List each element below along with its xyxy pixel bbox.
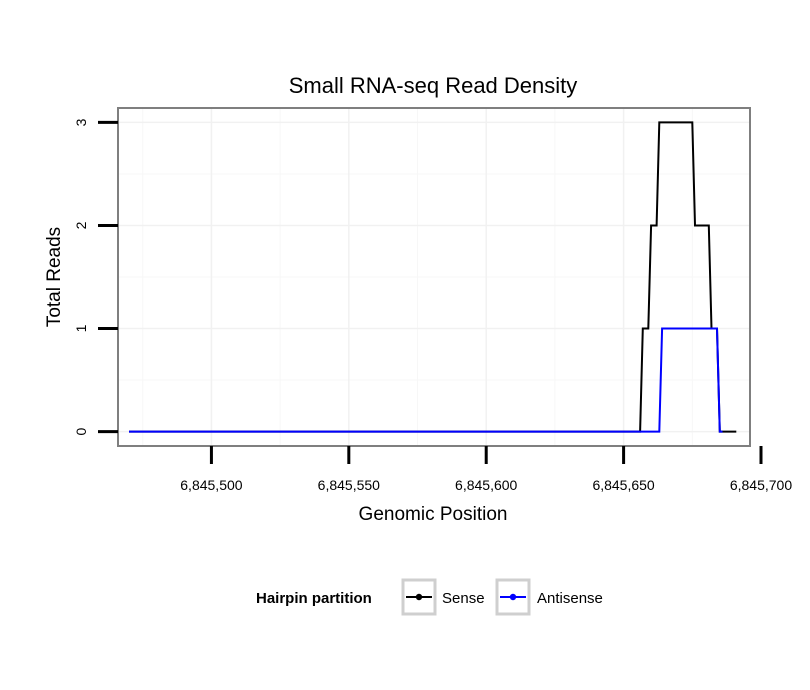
x-tick-label: 6,845,500 [180, 477, 242, 493]
plot-panel-border [117, 107, 751, 447]
y-axis-title: Total Reads [44, 227, 65, 327]
x-tick-label: 6,845,650 [592, 477, 654, 493]
y-axis: 0 1 2 3 [73, 118, 118, 435]
x-tick-label: 6,845,600 [455, 477, 517, 493]
y-tick-label: 1 [73, 324, 89, 332]
grid [118, 108, 750, 446]
legend-item-sense: Sense [401, 578, 485, 616]
x-tick-label: 6,845,700 [730, 477, 792, 493]
legend-label-antisense: Antisense [537, 590, 603, 607]
legend-item-antisense: Antisense [495, 578, 603, 616]
x-tick-label: 6,845,550 [318, 477, 380, 493]
legend-title: Hairpin partition [256, 590, 372, 607]
legend-marker-sense [415, 593, 423, 601]
y-tick-label: 0 [73, 427, 89, 435]
x-axis: 6,845,500 6,845,550 6,845,600 6,845,650 6,84… [180, 446, 792, 493]
legend: Hairpin partition Sense Antisense [256, 578, 603, 616]
legend-marker-antisense [509, 593, 517, 601]
x-axis-title: Genomic Position [359, 504, 508, 525]
chart-title: Small RNA-seq Read Density [289, 73, 578, 98]
series-line-antisense [129, 327, 723, 433]
y-tick-label: 3 [73, 118, 89, 126]
legend-label-sense: Sense [442, 590, 485, 607]
y-tick-label: 2 [73, 221, 89, 229]
series-layer [129, 121, 737, 433]
